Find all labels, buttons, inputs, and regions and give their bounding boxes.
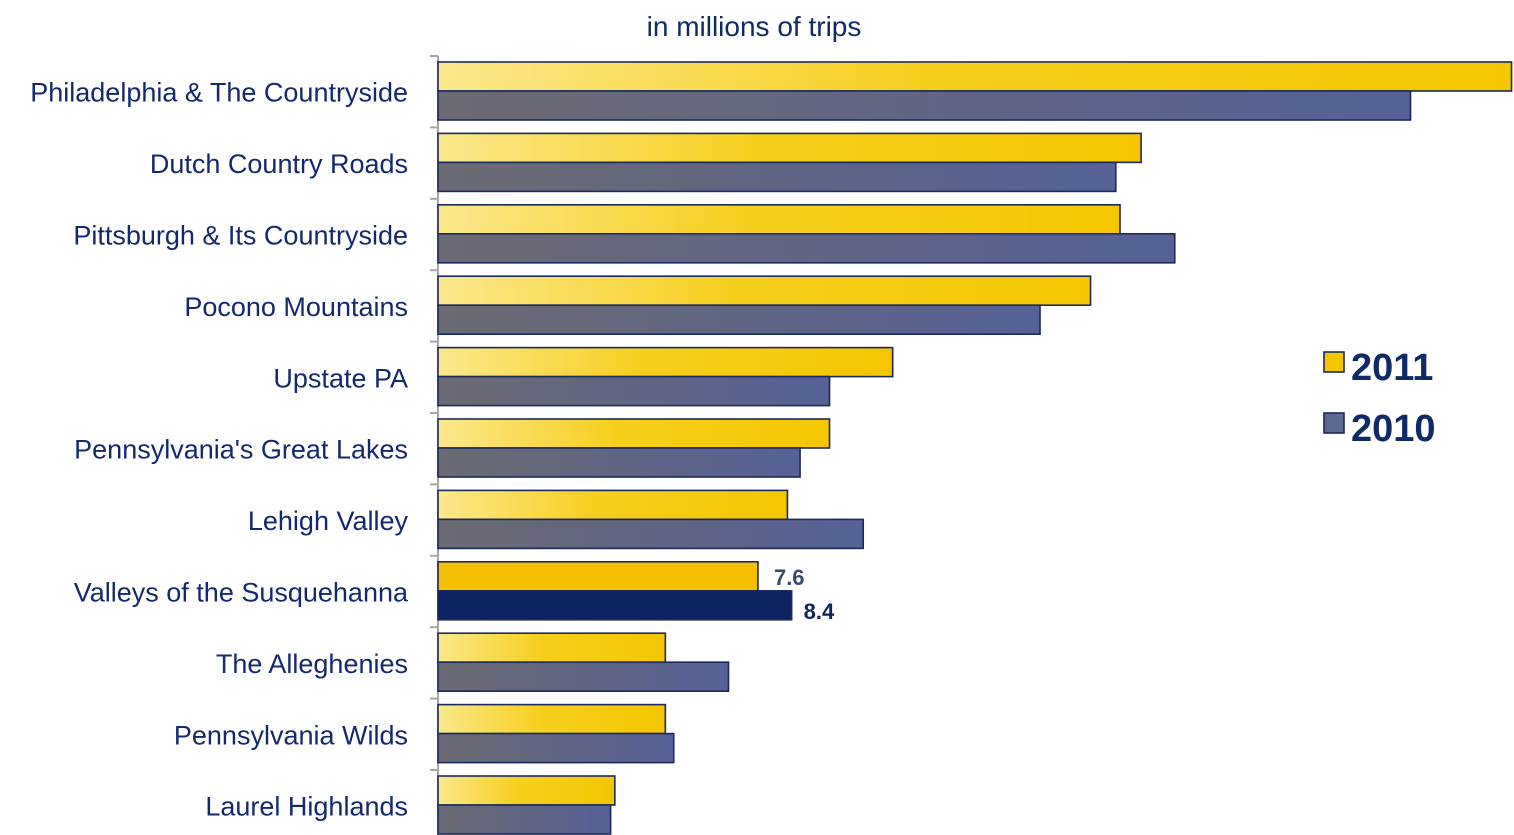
bar-2010 (437, 589, 793, 621)
legend-swatch-2011 (1323, 351, 1345, 373)
bar-2011 (437, 489, 789, 521)
category-label: Lehigh Valley (248, 506, 409, 536)
category-label: Laurel Highlands (205, 792, 408, 822)
legend-swatch-2010 (1323, 412, 1345, 434)
data-label-2011: 7.6 (774, 565, 805, 590)
category-axis (430, 55, 439, 835)
bar-2010 (437, 90, 1412, 121)
legend-label-2010: 2010 (1351, 408, 1436, 450)
bar-2011 (437, 632, 667, 664)
category-label: Pennsylvania Wilds (174, 720, 408, 750)
bar-2010 (437, 375, 831, 407)
category-label: Upstate PA (273, 363, 408, 393)
bar-2010 (437, 447, 801, 478)
bar-2011 (437, 346, 894, 378)
category-label: Valleys of the Susquehanna (74, 578, 409, 608)
bar-2010 (437, 661, 730, 693)
bar-2011 (437, 132, 1142, 164)
bar-2011 (437, 61, 1513, 92)
bar-2011 (437, 703, 667, 735)
bar-2010 (437, 304, 1041, 336)
data-label-2010: 8.4 (804, 599, 835, 624)
category-label: Pittsburgh & Its Countryside (73, 221, 408, 251)
bar-2010 (437, 161, 1117, 193)
bar-2010 (437, 732, 675, 764)
category-label: Pocono Mountains (184, 292, 408, 322)
bar-2011 (437, 560, 759, 592)
legend-label-2011: 2011 (1351, 347, 1433, 389)
category-label: Pennsylvania's Great Lakes (74, 435, 408, 465)
chart-subtitle: in millions of trips (647, 11, 862, 42)
bar-2010 (437, 804, 612, 835)
bar-2011 (437, 418, 831, 449)
bar-2011 (437, 275, 1092, 307)
category-labels: Philadelphia & The Countryside Dutch Coun… (30, 78, 409, 822)
bar-2011 (437, 204, 1121, 235)
bars: 7.68.4 (437, 61, 1513, 835)
bar-2010 (437, 233, 1176, 264)
legend: 2011 2010 (1323, 347, 1436, 450)
bar-2011 (437, 775, 616, 806)
bar-2010 (437, 518, 865, 550)
category-label: Dutch Country Roads (150, 149, 408, 179)
category-label: The Alleghenies (216, 649, 408, 679)
category-label: Philadelphia & The Countryside (30, 78, 408, 108)
